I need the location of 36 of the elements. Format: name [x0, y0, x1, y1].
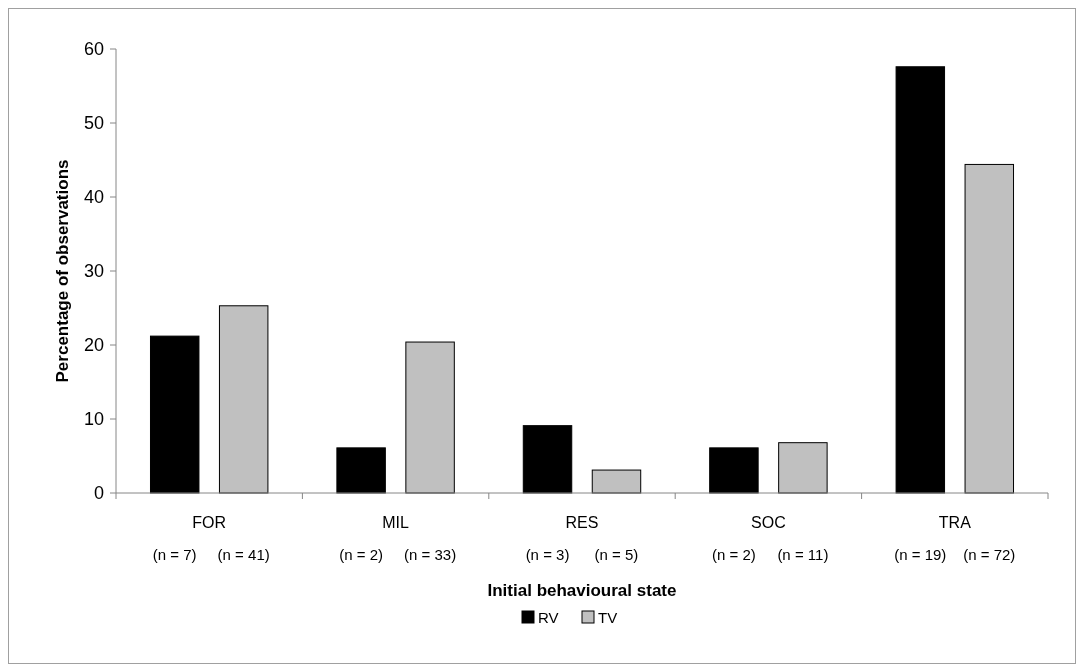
- y-tick-label: 0: [93, 483, 104, 504]
- x-tick-label: FOR: [192, 514, 227, 531]
- bar: [405, 341, 455, 494]
- y-tick-label: 60: [83, 39, 104, 60]
- bar: [149, 335, 200, 494]
- y-tick-label: 10: [83, 409, 104, 430]
- y-tick-label: 30: [83, 261, 104, 282]
- bar: [778, 442, 828, 494]
- bar: [964, 163, 1015, 494]
- bar: [336, 447, 386, 494]
- text: (n = 2): [712, 546, 756, 563]
- y-tick-label: 50: [83, 113, 104, 134]
- text: (n = 19): [894, 546, 947, 563]
- x-axis-title: Initial behavioural state: [487, 581, 677, 600]
- x-tick-label: TRA: [938, 514, 972, 531]
- legend-label: TV: [598, 609, 618, 627]
- bar: [591, 469, 642, 494]
- text: (n = 7): [152, 546, 197, 563]
- text: (n = 11): [777, 546, 829, 563]
- text: (n = 3): [525, 546, 570, 563]
- x-tick-label: RES: [565, 514, 599, 531]
- bar: [218, 305, 269, 494]
- text: (n = 33): [404, 546, 457, 563]
- bar: [709, 447, 759, 494]
- bar: [895, 66, 946, 494]
- y-tick-label: 20: [83, 335, 104, 356]
- text: (n = 72): [963, 546, 1016, 563]
- x-tick-label: MIL: [382, 514, 410, 531]
- y-axis-title: Percentage of observations: [53, 159, 72, 383]
- bar: [522, 425, 573, 494]
- y-tick-label: 40: [83, 187, 104, 208]
- text: (n = 41): [217, 546, 270, 563]
- text: (n = 2): [339, 546, 384, 563]
- x-tick-label: SOC: [751, 514, 786, 531]
- legend-label: RV: [538, 609, 559, 627]
- text: (n = 5): [594, 546, 639, 563]
